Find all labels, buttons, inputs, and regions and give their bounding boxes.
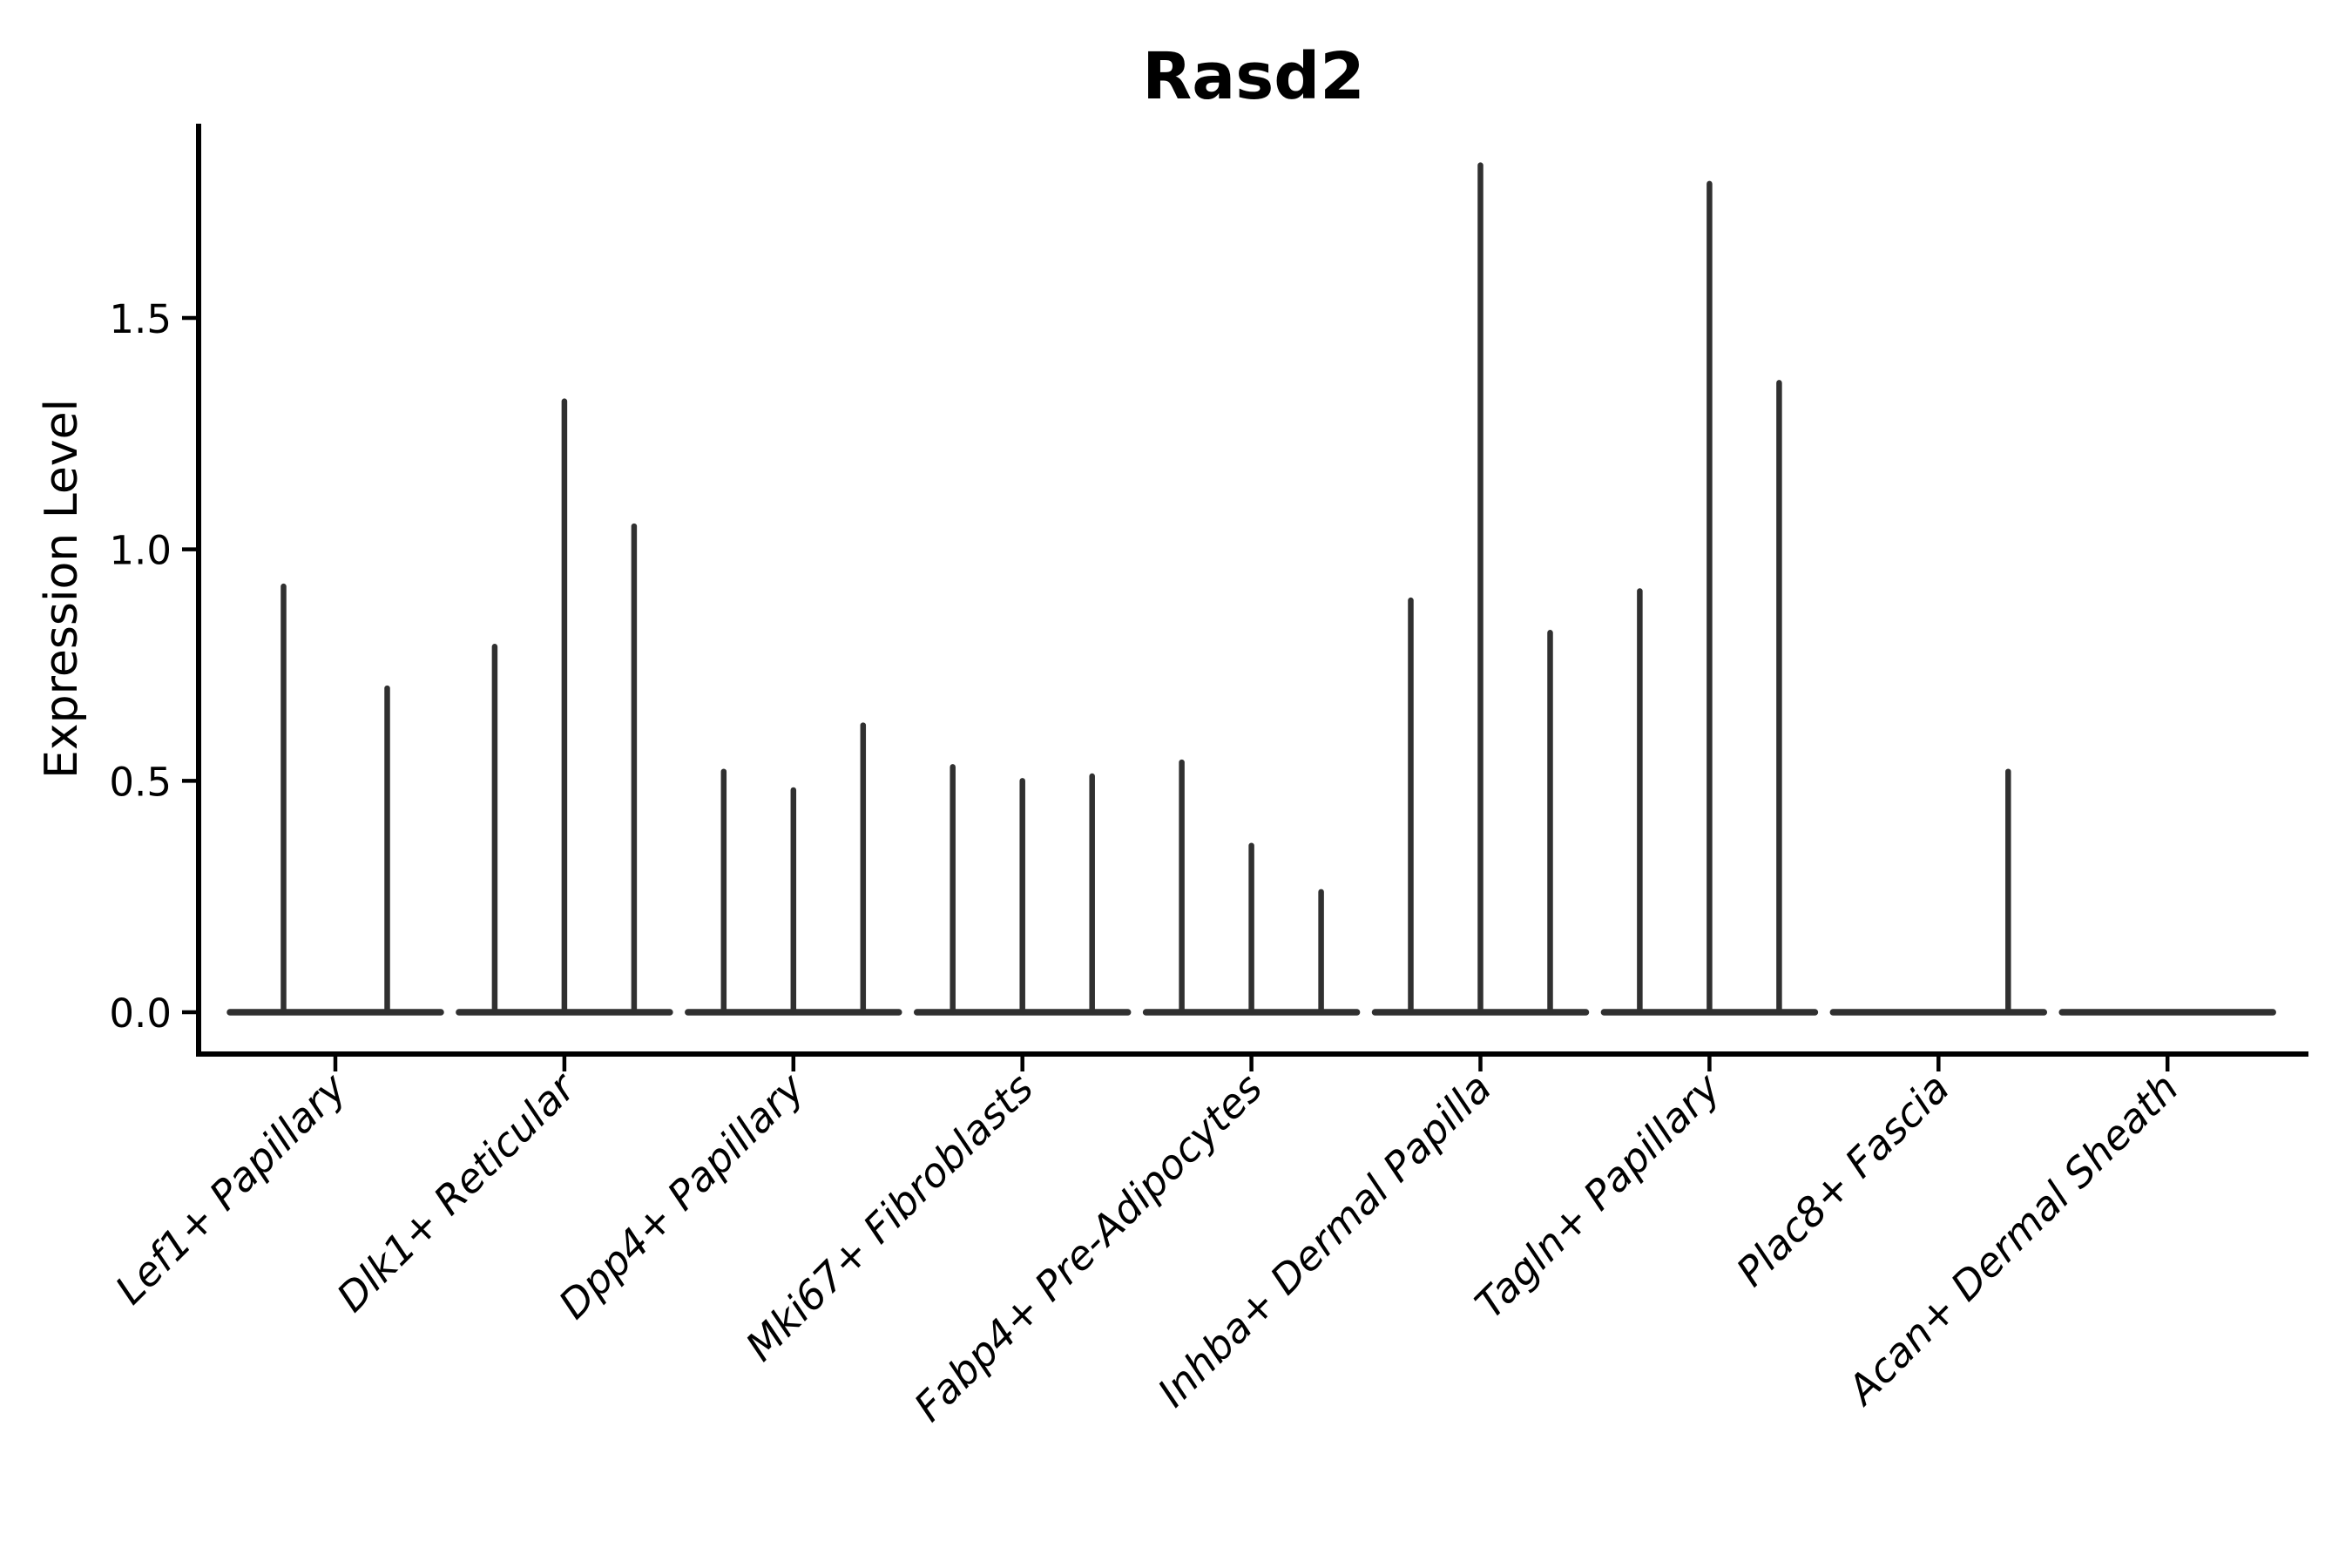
y-tick-label: 1.0 — [109, 528, 172, 574]
y-axis-label: Expression Level — [36, 399, 88, 779]
x-tick-label: Lef1+ Papillary — [106, 1064, 355, 1313]
chart-title: Rasd2 — [1142, 39, 1364, 114]
x-tick-label: Dlk1+ Reticular — [328, 1062, 586, 1321]
x-tick-label: Dpp4+ Papillary — [550, 1064, 814, 1328]
x-tick-label: Plac8+ Fascia — [1727, 1064, 1958, 1295]
y-tick-label: 1.5 — [109, 296, 172, 342]
y-tick-label: 0.5 — [109, 759, 172, 805]
x-tick-label: Tagln+ Papillary — [1466, 1064, 1730, 1328]
y-tick-label: 0.0 — [109, 990, 172, 1037]
